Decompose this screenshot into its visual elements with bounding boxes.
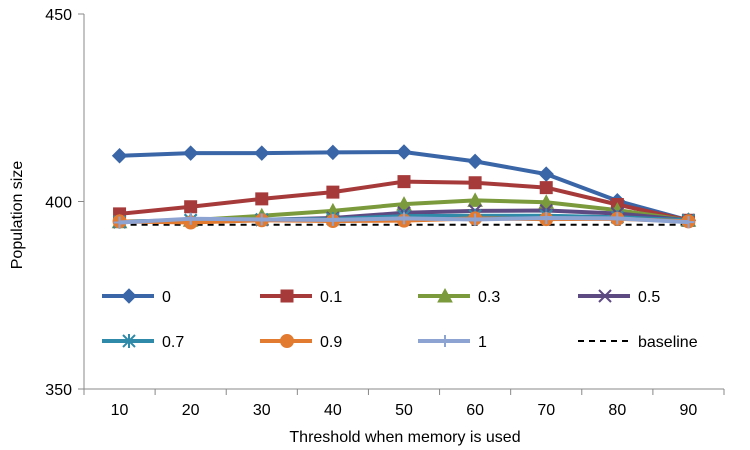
legend-item-0-5-label: 0.5 [638,289,660,306]
legend-item-0-9: 0.9 [260,334,342,351]
series-1-point [398,212,410,225]
legend-item-0-7-label: 0.7 [162,334,184,351]
legend-item-0-7-marker [122,334,136,348]
series-1-point [682,216,695,229]
legend-item-0-3-label: 0.3 [478,289,500,306]
series-0-1-point [255,192,269,206]
x-tick-label: 50 [395,402,413,419]
series-1 [113,212,695,229]
series-0-1-point [397,175,411,189]
legend-item-1-marker [439,335,451,347]
x-tick-label: 60 [466,402,484,419]
x-tick-label: 70 [537,402,555,419]
series-1-point [184,212,197,225]
series-1-point [469,213,482,226]
series-0-point [396,144,412,160]
legend-item-0-5-marker [598,289,612,303]
legend-item-baseline-label: baseline [638,334,698,351]
series-0-3-point [538,194,555,209]
y-axis-label: Population size [9,161,26,270]
x-tick-label: 40 [324,402,342,419]
series-0-1 [113,175,695,227]
series-0-point [325,144,341,161]
series-1-point [611,212,624,225]
legend-item-0-9-label: 0.9 [320,334,342,351]
x-tick-label: 10 [111,402,129,419]
y-tick-label: 400 [45,195,72,212]
series-0-1-point [184,200,198,214]
legend-item-0-marker [121,288,137,304]
series-1-point [255,213,268,226]
series-0-point [254,145,270,161]
legend-item-0-3: 0.3 [418,287,500,306]
legend-item-0-5: 0.5 [578,289,660,306]
x-tick-label: 90 [680,402,698,419]
legend-item-1-label: 1 [478,334,487,351]
legend: 0 0.1 0.3 0.5 0.7 0.9 1 baseline [102,287,698,351]
series-0-point [467,153,483,170]
legend-item-0: 0 [102,288,171,306]
legend-item-0-1-label: 0.1 [320,289,342,306]
series-1-point [540,212,553,224]
y-tick-label: 350 [45,382,72,399]
legend-item-0-7: 0.7 [102,334,184,351]
x-tick-label: 30 [253,402,271,419]
series-0-3-point [467,192,483,207]
series-1-point [326,213,339,226]
legend-item-0-label: 0 [162,289,171,306]
legend-item-1: 1 [418,334,487,351]
y-tick-label: 450 [45,7,72,24]
legend-item-0-1-marker [280,289,294,303]
legend-item-0-3-marker [437,287,453,303]
series-0-1-point [539,181,553,195]
legend-item-baseline: baseline [578,334,698,351]
series-0-point [182,145,199,161]
legend-item-0-1: 0.1 [260,289,342,306]
series-0-point [111,148,128,164]
legend-item-0-9-marker [280,334,294,348]
series-1-point [113,216,126,229]
series-0-point [538,166,554,182]
x-tick-label: 80 [608,402,626,419]
series-0-1-point [326,185,340,199]
series-0-1-point [468,176,482,190]
x-tick-label: 20 [182,402,200,419]
x-axis-label: Threshold when memory is used [289,429,520,446]
series-layer [111,144,697,230]
